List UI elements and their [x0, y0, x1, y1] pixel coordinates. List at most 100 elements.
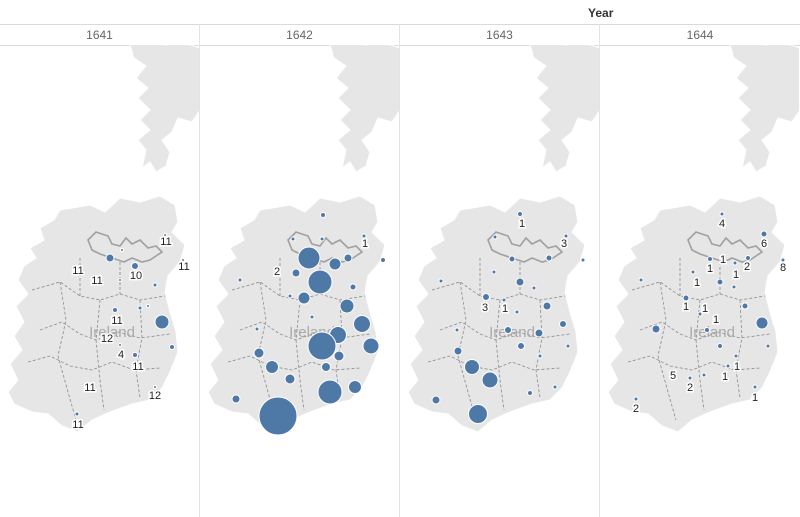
data-bubble[interactable]	[716, 278, 724, 286]
data-bubble[interactable]	[517, 211, 523, 217]
data-bubble[interactable]	[132, 352, 138, 358]
data-bubble[interactable]	[328, 257, 342, 271]
data-bubble[interactable]	[339, 298, 355, 314]
data-bubble[interactable]	[731, 284, 737, 290]
data-bubble[interactable]	[638, 277, 644, 283]
data-bubble[interactable]	[112, 307, 118, 313]
data-bubble[interactable]	[265, 360, 279, 374]
data-bubble[interactable]	[343, 253, 353, 263]
data-bubble[interactable]	[707, 256, 713, 262]
data-bubble[interactable]	[682, 294, 690, 302]
data-bubble[interactable]	[380, 257, 386, 263]
data-bubble[interactable]	[258, 396, 298, 436]
data-bubble[interactable]	[752, 384, 758, 390]
data-bubble[interactable]	[492, 234, 498, 240]
data-bubble[interactable]	[780, 257, 786, 263]
data-bubble[interactable]	[545, 254, 553, 262]
data-bubble[interactable]	[291, 268, 301, 278]
data-bubble[interactable]	[542, 301, 552, 311]
data-bubble[interactable]	[361, 233, 367, 239]
data-bubble[interactable]	[537, 353, 543, 359]
data-bubble[interactable]	[333, 350, 345, 362]
data-bubble[interactable]	[559, 320, 567, 328]
data-bubble[interactable]	[580, 257, 586, 263]
data-bubble[interactable]	[453, 346, 463, 356]
data-bubble[interactable]	[169, 344, 175, 350]
data-bubble[interactable]	[714, 317, 720, 323]
data-bubble[interactable]	[118, 343, 122, 347]
data-bubble[interactable]	[307, 331, 337, 361]
data-bubble[interactable]	[454, 327, 460, 333]
data-bubble[interactable]	[307, 269, 333, 295]
data-bubble[interactable]	[468, 404, 488, 424]
data-bubble[interactable]	[181, 258, 185, 262]
data-bubble[interactable]	[438, 278, 444, 284]
data-bubble[interactable]	[284, 373, 296, 385]
data-bubble[interactable]	[254, 326, 260, 332]
data-bubble[interactable]	[717, 343, 723, 349]
data-bubble[interactable]	[154, 314, 170, 330]
data-bubble[interactable]	[320, 212, 326, 218]
data-bubble[interactable]	[362, 337, 380, 355]
data-bubble[interactable]	[704, 327, 710, 333]
data-bubble[interactable]	[719, 211, 725, 217]
data-bubble[interactable]	[741, 302, 749, 310]
data-bubble[interactable]	[733, 353, 739, 359]
map-panel-1643[interactable]: Ireland 1 3 3 1	[407, 40, 600, 433]
data-bubble[interactable]	[146, 304, 150, 308]
data-bubble[interactable]	[317, 379, 343, 405]
data-bubble[interactable]	[319, 236, 325, 242]
data-bubble[interactable]	[118, 278, 122, 282]
data-bubble[interactable]	[152, 282, 158, 288]
data-bubble[interactable]	[552, 384, 558, 390]
data-bubble[interactable]	[431, 395, 441, 405]
column-header-1643[interactable]: 1643	[486, 28, 513, 42]
data-bubble[interactable]	[531, 285, 537, 291]
data-bubble[interactable]	[701, 372, 707, 378]
data-bubble[interactable]	[755, 316, 769, 330]
data-bubble[interactable]	[297, 291, 311, 305]
data-bubble[interactable]	[120, 248, 124, 252]
data-bubble[interactable]	[253, 347, 265, 359]
data-bubble[interactable]	[732, 260, 738, 266]
data-bubble[interactable]	[745, 255, 751, 261]
data-bubble[interactable]	[563, 233, 569, 239]
data-bubble[interactable]	[508, 255, 516, 263]
data-bubble[interactable]	[348, 380, 362, 394]
data-bubble[interactable]	[504, 326, 512, 334]
data-bubble[interactable]	[464, 359, 480, 375]
data-bubble[interactable]	[527, 390, 533, 396]
data-bubble[interactable]	[297, 246, 321, 270]
data-bubble[interactable]	[231, 394, 241, 404]
data-bubble[interactable]	[163, 233, 167, 237]
data-bubble[interactable]	[482, 293, 490, 301]
data-bubble[interactable]	[321, 362, 331, 372]
data-bubble[interactable]	[633, 396, 639, 402]
data-bubble[interactable]	[697, 311, 703, 317]
data-bubble[interactable]	[765, 343, 771, 349]
data-bubble[interactable]	[491, 269, 497, 275]
data-bubble[interactable]	[565, 343, 571, 349]
data-bubble[interactable]	[501, 297, 507, 303]
data-bubble[interactable]	[481, 371, 499, 389]
data-bubble[interactable]	[690, 269, 696, 275]
data-bubble[interactable]	[287, 293, 293, 299]
data-bubble[interactable]	[131, 262, 139, 270]
data-bubble[interactable]	[153, 385, 157, 389]
data-bubble[interactable]	[515, 277, 525, 287]
data-bubble[interactable]	[514, 309, 520, 315]
data-bubble[interactable]	[137, 305, 143, 311]
data-bubble[interactable]	[105, 253, 115, 263]
data-bubble[interactable]	[651, 324, 661, 334]
data-bubble[interactable]	[517, 342, 525, 350]
data-bubble[interactable]	[725, 363, 731, 369]
data-bubble[interactable]	[760, 230, 768, 238]
data-bubble[interactable]	[74, 411, 80, 417]
column-header-1644[interactable]: 1644	[686, 28, 714, 42]
data-bubble[interactable]	[237, 277, 243, 283]
data-bubble[interactable]	[349, 283, 357, 291]
data-bubble[interactable]	[353, 315, 371, 333]
